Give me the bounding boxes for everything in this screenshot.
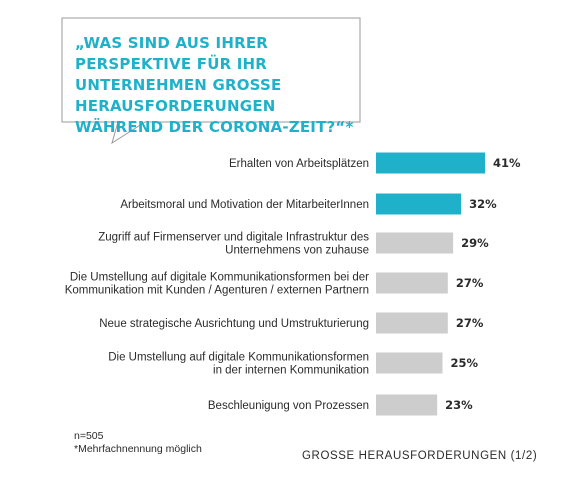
value-label-3: 29% xyxy=(461,236,489,250)
category-label-4-line-2: Kommunikation mit Kunden / Agenturen / e… xyxy=(65,285,369,297)
category-label-7: Beschleunigung von Prozessen xyxy=(208,400,369,412)
category-label-1: Erhalten von Arbeitsplätzen xyxy=(229,158,369,170)
value-label-4: 27% xyxy=(456,276,484,290)
speech-bubble-outline xyxy=(61,17,361,145)
category-label-6-line-1: Die Umstellung auf digitale Kommunikatio… xyxy=(108,352,369,364)
bar-7 xyxy=(376,394,438,416)
value-label-7: 23% xyxy=(445,398,473,412)
category-label-3-line-2: Unternehmens von zuhause xyxy=(225,245,369,257)
bar-5 xyxy=(376,312,448,334)
category-label-4-line-1: Die Umstellung auf digitale Kommunikatio… xyxy=(70,272,369,284)
survey-question: „WAS SIND AUS IHRER PERSPEKTIVE FÜR IHR … xyxy=(75,34,354,136)
category-label-5: Neue strategische Ausrichtung und Umstru… xyxy=(99,318,369,330)
category-label-2: Arbeitsmoral und Motivation der Mitarbei… xyxy=(120,199,369,211)
category-label-6-line-2: in der internen Kommunikation xyxy=(213,365,369,377)
bar-1 xyxy=(376,152,486,174)
bar-4 xyxy=(376,272,448,294)
value-label-6: 25% xyxy=(451,356,479,370)
category-label-3-line-1: Zugriff auf Firmenserver und digitale In… xyxy=(98,232,369,244)
bar-2 xyxy=(376,193,462,215)
value-label-2: 32% xyxy=(469,197,497,211)
section-title: GROSSE HERAUSFORDERUNGEN (1/2) xyxy=(302,450,538,462)
footnote: n=505 *Mehrfachnennung möglich xyxy=(74,430,202,456)
multiple-answers-note: *Mehrfachnennung möglich xyxy=(74,443,202,455)
value-label-5: 27% xyxy=(456,316,484,330)
bar-6 xyxy=(376,352,443,374)
bar-3 xyxy=(376,232,454,254)
value-label-1: 41% xyxy=(493,156,521,170)
sample-size: n=505 xyxy=(74,430,104,442)
